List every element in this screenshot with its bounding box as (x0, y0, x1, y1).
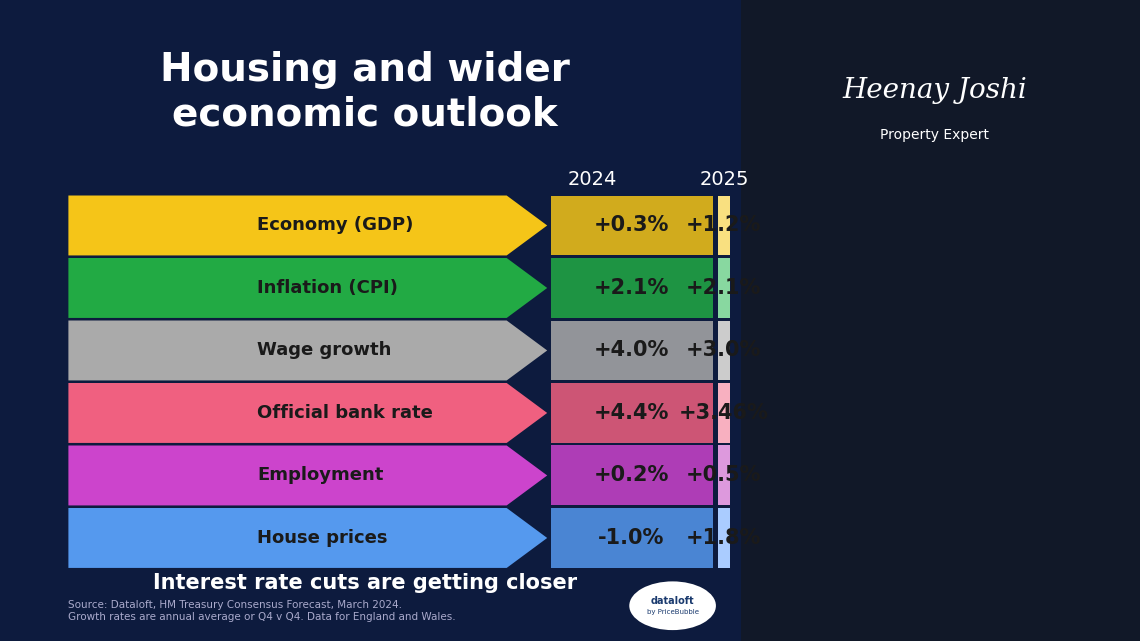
Text: Interest rate cuts are getting closer: Interest rate cuts are getting closer (153, 573, 577, 594)
Text: +1.2%: +1.2% (686, 215, 762, 235)
Polygon shape (718, 320, 730, 381)
Polygon shape (718, 445, 730, 505)
Text: Source: Dataloft, HM Treasury Consensus Forecast, March 2024.
Growth rates are a: Source: Dataloft, HM Treasury Consensus … (68, 600, 456, 622)
Polygon shape (68, 445, 547, 505)
Polygon shape (741, 0, 1140, 641)
Polygon shape (718, 508, 730, 568)
Text: Official bank rate: Official bank rate (258, 404, 433, 422)
Text: +2.1%: +2.1% (594, 278, 669, 298)
Polygon shape (551, 383, 712, 443)
Circle shape (629, 581, 716, 630)
Polygon shape (551, 258, 712, 318)
Polygon shape (68, 383, 547, 443)
Polygon shape (68, 320, 547, 381)
Text: Inflation (CPI): Inflation (CPI) (258, 279, 398, 297)
Polygon shape (551, 445, 712, 505)
Polygon shape (551, 320, 712, 381)
Text: +3.0%: +3.0% (686, 340, 762, 360)
Text: +4.4%: +4.4% (594, 403, 669, 423)
Text: Property Expert: Property Expert (880, 128, 990, 142)
Polygon shape (718, 196, 730, 256)
Polygon shape (718, 258, 730, 318)
Polygon shape (551, 196, 712, 256)
Text: -1.0%: -1.0% (598, 528, 665, 548)
Text: by PriceBubble: by PriceBubble (646, 609, 699, 615)
Text: +0.3%: +0.3% (594, 215, 669, 235)
Text: Economy (GDP): Economy (GDP) (258, 217, 414, 235)
Text: +4.0%: +4.0% (594, 340, 669, 360)
Text: Employment: Employment (258, 467, 383, 485)
Text: Heenay Joshi: Heenay Joshi (842, 77, 1027, 104)
Text: +3.46%: +3.46% (679, 403, 768, 423)
Polygon shape (68, 258, 547, 318)
Polygon shape (68, 508, 547, 568)
Text: +2.1%: +2.1% (686, 278, 762, 298)
Polygon shape (718, 383, 730, 443)
Text: 2024: 2024 (568, 170, 618, 189)
Polygon shape (68, 196, 547, 256)
Text: +0.2%: +0.2% (594, 465, 669, 485)
Text: +1.8%: +1.8% (686, 528, 762, 548)
Text: 2025: 2025 (699, 170, 749, 189)
Text: +0.5%: +0.5% (686, 465, 762, 485)
Polygon shape (551, 508, 712, 568)
Text: Wage growth: Wage growth (258, 342, 391, 360)
Text: dataloft: dataloft (651, 595, 694, 606)
Text: House prices: House prices (258, 529, 388, 547)
Text: Housing and wider
economic outlook: Housing and wider economic outlook (160, 51, 570, 133)
